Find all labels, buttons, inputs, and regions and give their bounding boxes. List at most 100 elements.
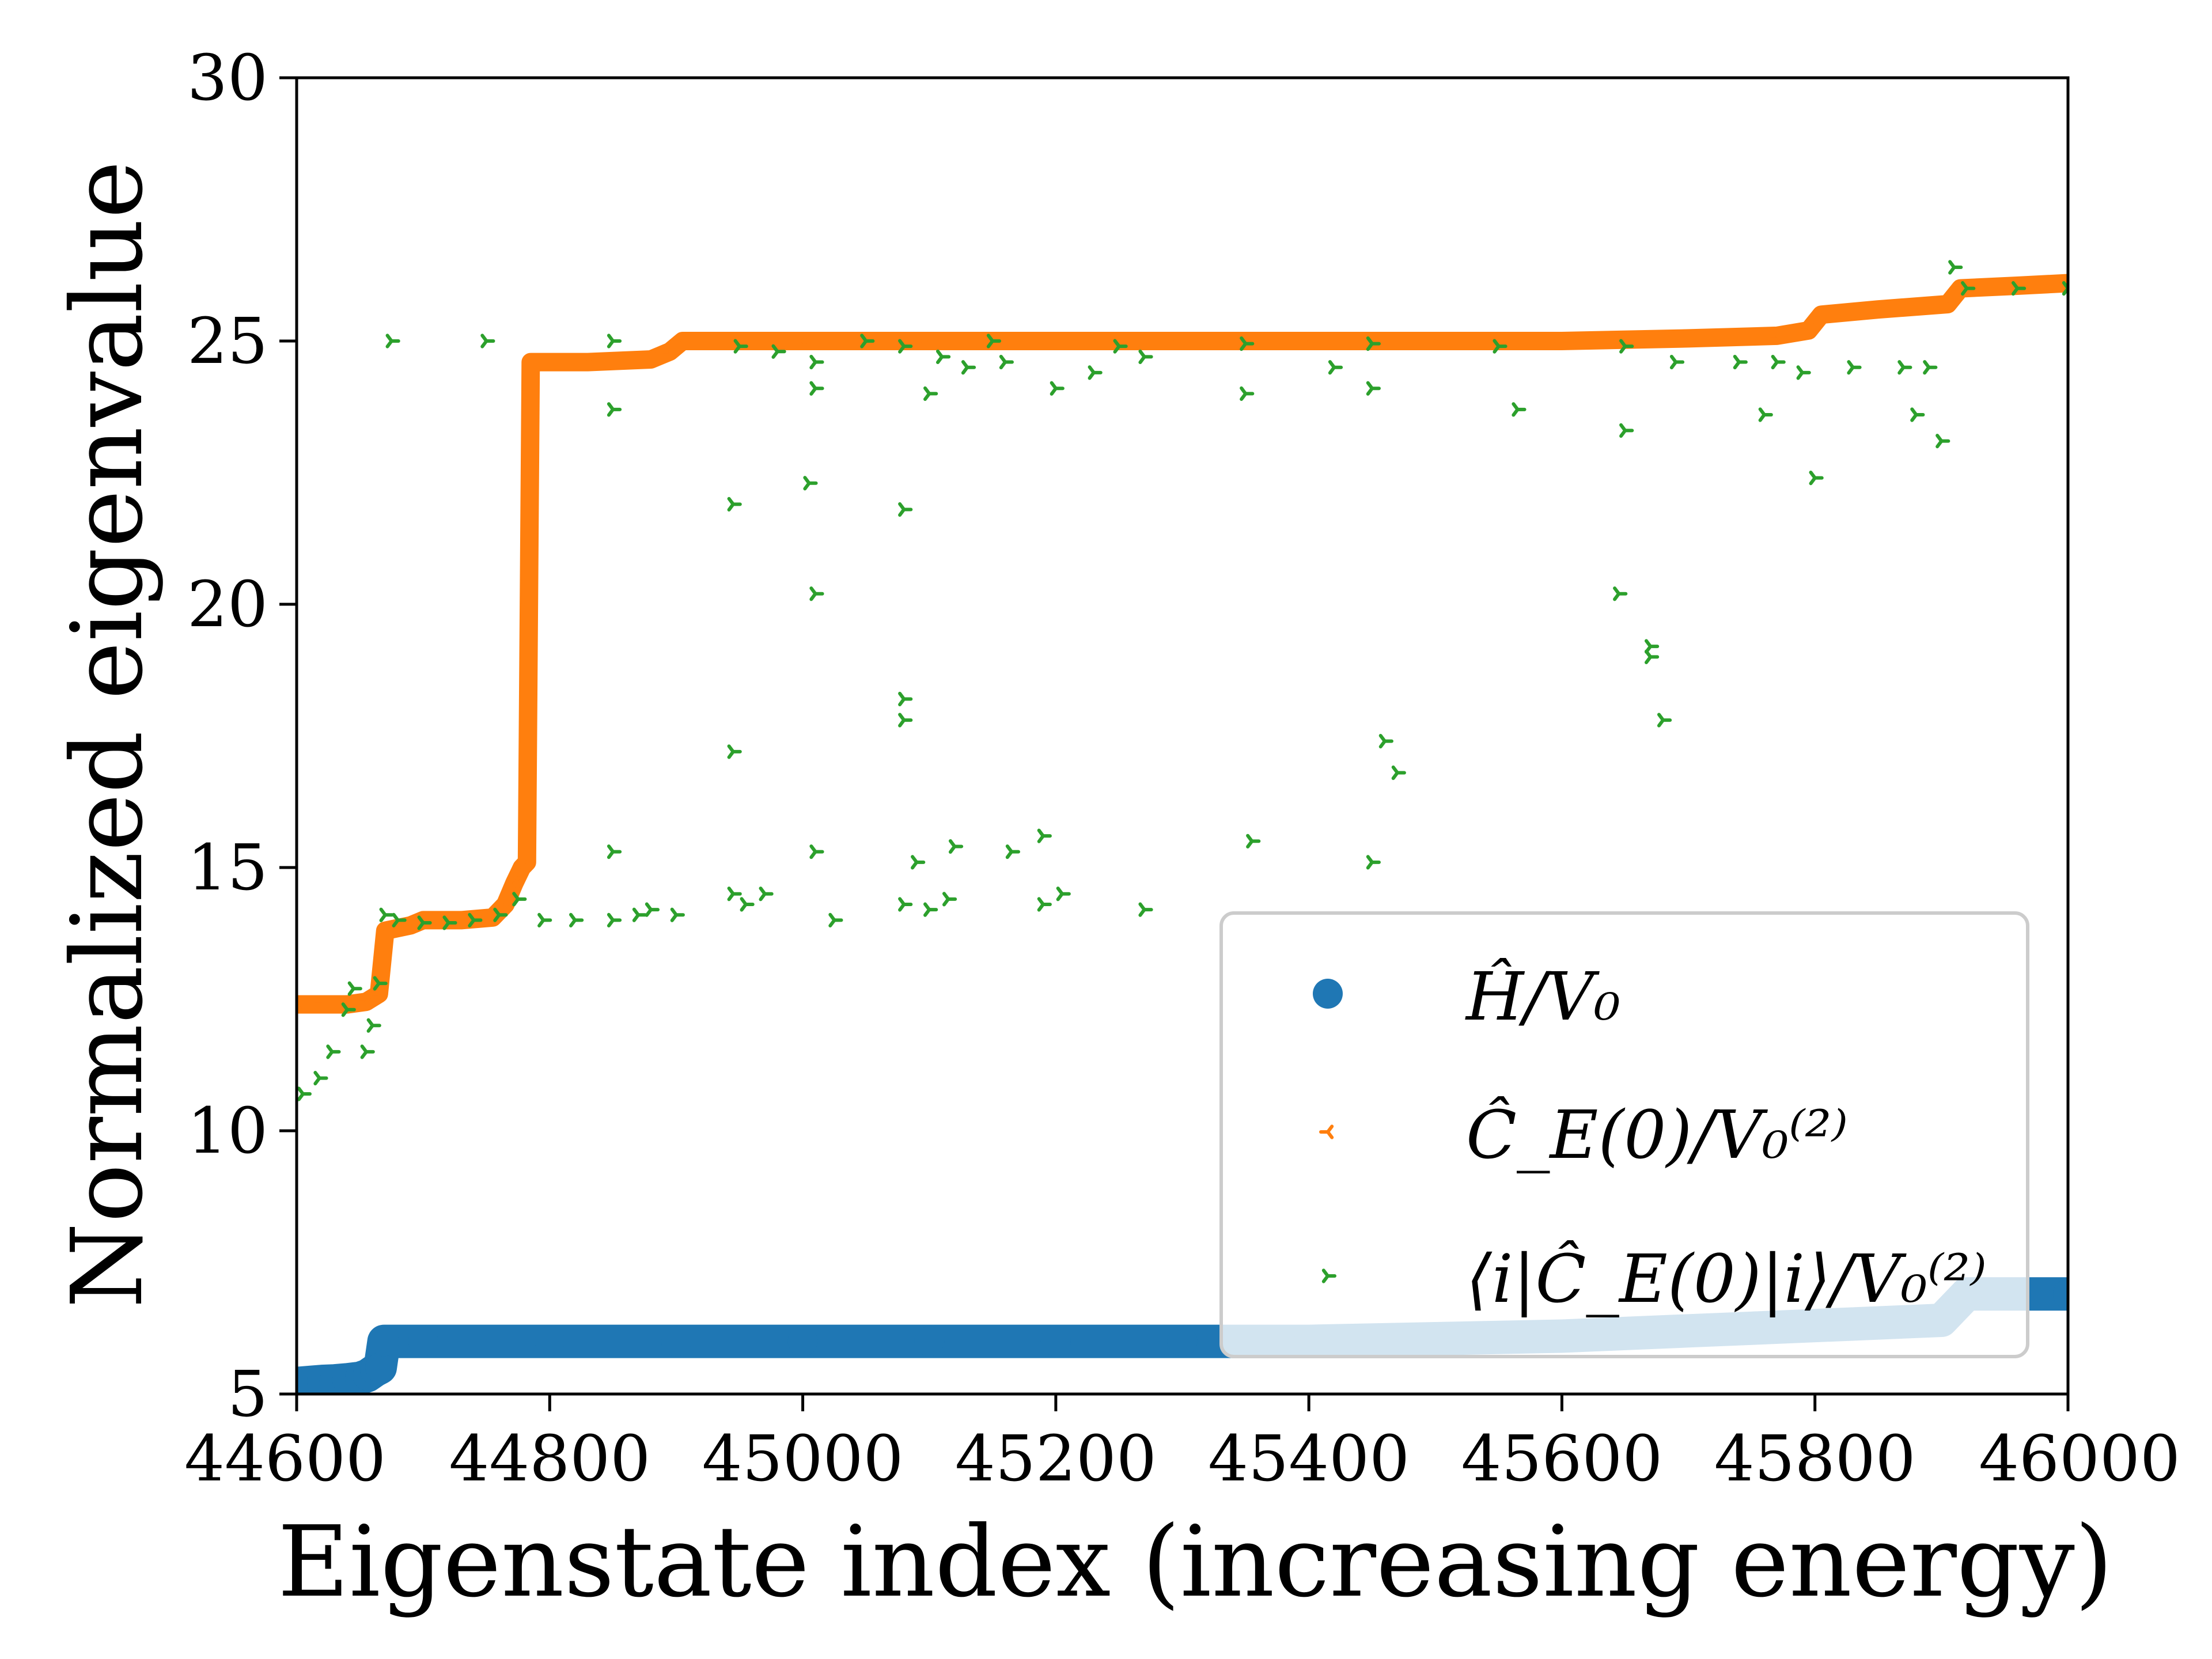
- y-axis-title: Normalized eigenvalue: [51, 161, 165, 1308]
- series-3-point-30: [1056, 887, 1071, 902]
- series-3-point-47: [809, 586, 824, 601]
- x-tick-label: 44600: [184, 1422, 386, 1495]
- legend-marker-1: [1313, 979, 1343, 1009]
- series-2-point-14: [518, 855, 533, 870]
- series-3-point-73: [1936, 434, 1950, 449]
- series-2-point-2: [313, 997, 328, 1012]
- series-2-point-24: [1300, 334, 1315, 349]
- series-2-point-22: [1047, 334, 1062, 349]
- series-1-point-10: [369, 1326, 399, 1357]
- series-3-point-82: [1240, 336, 1255, 351]
- series-3-point-72: [1910, 407, 1925, 422]
- series-3-point-69: [1619, 423, 1634, 438]
- series-3-point-22: [727, 887, 742, 902]
- legend-label-1: Ĥ/V₀: [1465, 959, 1620, 1036]
- series-2-point-27: [1680, 331, 1695, 346]
- y-tick-label: 15: [187, 831, 268, 904]
- series-3-point-34: [948, 839, 964, 854]
- series-3-point-61: [809, 381, 824, 396]
- series-3-point-59: [1088, 365, 1103, 380]
- series-3-point-33: [911, 855, 926, 870]
- series-2-point-16: [579, 354, 594, 370]
- series-3-point-71: [1809, 471, 1824, 486]
- series-2-point-20: [794, 334, 809, 349]
- series-2-point-11: [497, 897, 512, 912]
- series-3-point-46: [727, 744, 742, 759]
- series-3-point-29: [1037, 897, 1052, 912]
- series-3-point-89: [1796, 365, 1811, 380]
- series-3-point-88: [1771, 354, 1786, 370]
- series-2-point-12: [505, 876, 520, 891]
- series-3-point-23: [740, 897, 755, 912]
- series-3-point-15: [512, 892, 527, 907]
- series-3-point-6: [360, 1044, 375, 1059]
- x-tick-label: 45200: [955, 1422, 1157, 1495]
- series-1-point-11: [408, 1326, 438, 1357]
- series-3-point-39: [1366, 855, 1381, 870]
- series-2-point-15: [522, 354, 537, 370]
- series-3-point-90: [1847, 360, 1862, 375]
- series-2-point-25: [1426, 334, 1441, 349]
- y-tick-label: 30: [187, 41, 268, 115]
- series-2-point-31: [1869, 302, 1884, 317]
- series-3-point-49: [898, 713, 913, 728]
- series-2: [297, 274, 2068, 1014]
- legend-label-3: ⟨i|Ĉ_E(0)|i⟩/V₀⁽²⁾: [1466, 1241, 1987, 1318]
- x-axis-title: Eigenstate index (increasing energy): [278, 1505, 2113, 1619]
- series-1-point-13: [661, 1326, 691, 1357]
- legend-label-2: Ĉ_E(0)/V₀⁽²⁾: [1466, 1097, 1848, 1174]
- legend-marker-2: [1319, 1124, 1334, 1139]
- legend-box: [1219, 911, 2029, 1358]
- series-3-point-17: [569, 912, 584, 927]
- series-1-point-28: [2053, 1279, 2068, 1309]
- series-3-point-84: [1493, 339, 1508, 354]
- series-3-point-1: [297, 1086, 312, 1101]
- plot-frame: [295, 76, 2070, 1396]
- series-3-point-20: [645, 902, 660, 917]
- series-2-point-30: [1812, 307, 1827, 322]
- series-1-point-16: [1040, 1326, 1071, 1357]
- series-2-point-4: [357, 994, 373, 1009]
- series-3-point-57: [999, 354, 1014, 370]
- series-3-point-92: [1923, 360, 1938, 375]
- series-1-point-12: [535, 1326, 565, 1357]
- y-tick-label: 10: [187, 1094, 268, 1168]
- series-3-point-54: [923, 386, 938, 401]
- series-3-point-16: [537, 912, 552, 927]
- series-3-point-62: [771, 344, 786, 359]
- series-3-point-85: [1619, 339, 1634, 354]
- series-3-point-83: [1366, 336, 1381, 351]
- x-tick-label: 45600: [1461, 1422, 1662, 1495]
- series-1-point-9: [365, 1353, 395, 1383]
- y-tick-label: 5: [228, 1357, 268, 1431]
- series-3-point-94: [2011, 281, 2027, 296]
- series-3-point-36: [1037, 828, 1052, 843]
- series-3-point-42: [1613, 586, 1628, 601]
- series-3-point-68: [1512, 402, 1527, 417]
- series-3-point-12: [442, 915, 457, 930]
- series-3-point-38: [1246, 834, 1261, 849]
- series-3-point-32: [809, 844, 824, 859]
- series-3-point-78: [733, 339, 748, 354]
- series-3-point-5: [347, 981, 362, 996]
- series-3-point-66: [1328, 360, 1343, 375]
- series-3-point-60: [809, 354, 824, 370]
- series-2-point-7: [402, 918, 416, 933]
- x-tick-label: 45400: [1208, 1422, 1410, 1495]
- series-3-point-3: [326, 1044, 341, 1059]
- series-3-point-55: [961, 360, 976, 375]
- series-2-point-29: [1800, 323, 1815, 338]
- series-3-point-70: [1758, 407, 1773, 422]
- series-2-band: [297, 274, 2068, 1014]
- series-2-point-9: [452, 912, 467, 927]
- series-3: [297, 260, 2068, 1101]
- series-3-point-37: [1138, 902, 1153, 917]
- series-3-point-64: [1138, 349, 1153, 365]
- y-tick-label: 20: [187, 567, 268, 641]
- series-3-point-45: [1657, 713, 1672, 728]
- series-3-point-24: [759, 887, 774, 902]
- series-2-point-23: [1173, 334, 1188, 349]
- series-3-point-11: [417, 915, 432, 930]
- axes: 44600 44800 45000 45200 45400 45600 45800 46000…: [184, 41, 2180, 1495]
- series-3-point-75: [385, 334, 400, 349]
